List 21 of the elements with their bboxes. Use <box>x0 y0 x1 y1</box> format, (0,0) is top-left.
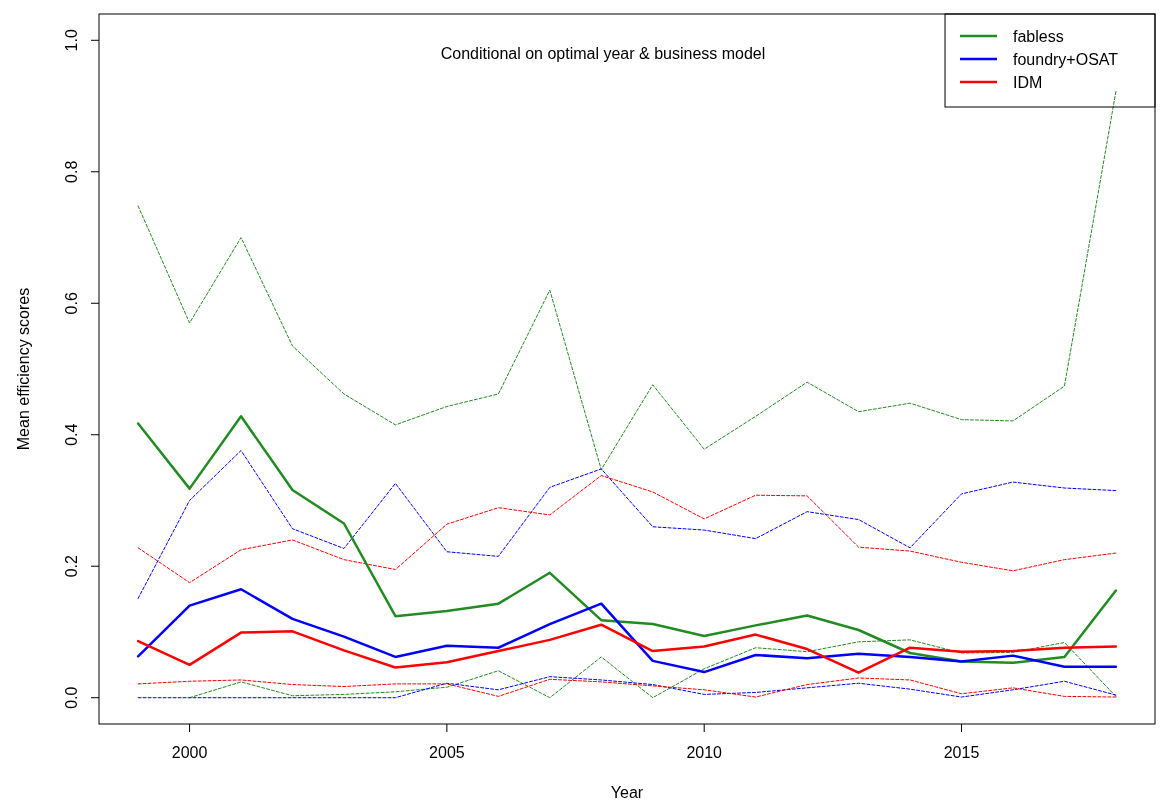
y-tick-label: 1.0 <box>63 29 80 52</box>
line-series <box>136 623 1118 674</box>
y-tick-label: 0.6 <box>63 292 80 315</box>
line-series <box>137 91 1117 471</box>
y-tick-label: 0.8 <box>63 160 80 183</box>
legend-label: fabless <box>1013 28 1064 45</box>
y-tick-label: 0.2 <box>63 555 80 578</box>
y-axis-title: Mean efficiency scores <box>15 287 32 451</box>
line-series <box>137 450 1117 599</box>
x-axis-title: Year <box>610 784 644 801</box>
text: Conditional on optimal year & business model <box>440 45 766 62</box>
legend-label: foundry+OSAT <box>1013 51 1119 68</box>
x-tick-label: 2005 <box>429 744 465 761</box>
x-tick-label: 2010 <box>686 744 723 761</box>
line-series <box>137 475 1117 584</box>
x-tick-label: 2000 <box>171 744 208 761</box>
y-tick-label: 0.0 <box>63 686 80 709</box>
line-series <box>136 587 1118 674</box>
x-tick-label: 2015 <box>943 744 980 761</box>
y-tick-label: 0.4 <box>63 423 80 446</box>
legend-label: IDM <box>1013 74 1043 91</box>
